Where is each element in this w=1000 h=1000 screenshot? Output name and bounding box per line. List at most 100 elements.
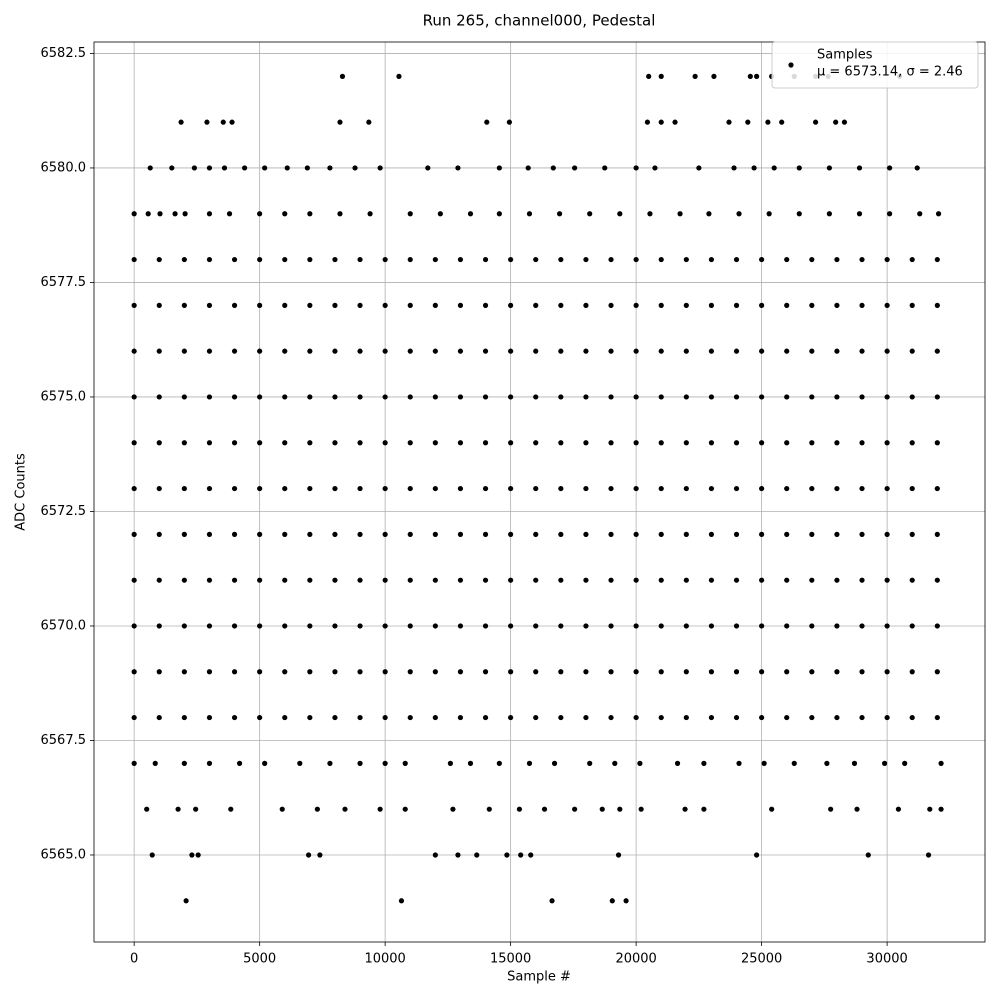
point	[909, 577, 915, 583]
point	[834, 531, 840, 537]
point	[382, 714, 388, 721]
point	[533, 577, 539, 583]
point	[506, 119, 512, 125]
point	[558, 485, 564, 492]
point	[533, 440, 539, 446]
point	[482, 348, 489, 354]
point	[608, 714, 614, 721]
point	[156, 485, 162, 492]
point	[366, 119, 372, 125]
point	[784, 348, 790, 354]
point	[407, 440, 413, 446]
point	[809, 256, 815, 263]
point	[496, 211, 502, 217]
point	[307, 714, 313, 721]
point	[457, 394, 464, 400]
point	[745, 119, 751, 125]
point	[407, 714, 413, 721]
point	[131, 256, 137, 263]
point	[157, 211, 163, 217]
point	[407, 256, 413, 263]
point	[934, 714, 940, 721]
point	[432, 714, 438, 721]
point	[342, 806, 348, 812]
point	[357, 394, 363, 400]
point	[432, 485, 438, 492]
point	[572, 165, 578, 171]
point	[859, 669, 865, 675]
point	[407, 302, 413, 308]
point	[332, 440, 338, 446]
point	[526, 760, 533, 766]
point	[282, 348, 288, 354]
point	[149, 852, 155, 858]
point	[504, 852, 510, 858]
point	[172, 211, 178, 217]
point	[884, 531, 890, 537]
point	[332, 714, 338, 721]
point	[279, 806, 285, 812]
point	[206, 256, 213, 263]
point	[382, 348, 388, 354]
point	[658, 394, 664, 400]
point	[181, 440, 187, 446]
point	[602, 165, 608, 171]
point	[332, 348, 338, 354]
point	[282, 577, 288, 583]
point	[708, 714, 715, 721]
point	[533, 531, 539, 537]
point	[828, 806, 834, 812]
point	[189, 852, 195, 858]
point	[572, 806, 578, 812]
point	[682, 806, 688, 812]
point	[457, 348, 464, 354]
point	[733, 531, 740, 537]
point	[144, 806, 150, 812]
point	[672, 119, 678, 125]
point	[708, 256, 715, 263]
point	[708, 302, 715, 308]
point	[131, 577, 137, 583]
point	[282, 531, 288, 537]
point	[558, 302, 564, 308]
point	[934, 348, 940, 354]
point	[701, 806, 707, 812]
point	[304, 165, 310, 171]
point	[131, 669, 137, 675]
legend-label: Samples	[817, 48, 873, 63]
point	[181, 577, 187, 583]
point	[859, 256, 865, 263]
point	[884, 348, 890, 354]
point	[884, 623, 890, 629]
point	[812, 119, 819, 125]
point	[307, 211, 313, 217]
point	[809, 485, 815, 492]
point	[332, 623, 338, 629]
point	[231, 714, 238, 721]
point	[257, 256, 263, 263]
point	[771, 165, 777, 171]
y-tick-label: 6567.5	[41, 733, 87, 748]
point	[583, 302, 589, 308]
point	[784, 394, 790, 400]
point	[683, 440, 689, 446]
point	[357, 669, 363, 675]
point	[131, 348, 137, 354]
point	[608, 256, 614, 263]
point	[733, 440, 740, 446]
point	[909, 623, 915, 629]
axes: 0 5000 10000 15000 20000 25000 30000 6565.0 6567…	[41, 41, 986, 967]
point	[934, 302, 940, 308]
point	[156, 669, 162, 675]
point	[834, 302, 840, 308]
point	[382, 256, 388, 263]
point	[683, 623, 689, 629]
point	[327, 165, 333, 171]
point	[769, 806, 775, 812]
point	[182, 211, 188, 217]
point	[583, 348, 589, 354]
point	[551, 760, 558, 766]
point	[206, 211, 213, 217]
point	[282, 485, 288, 492]
